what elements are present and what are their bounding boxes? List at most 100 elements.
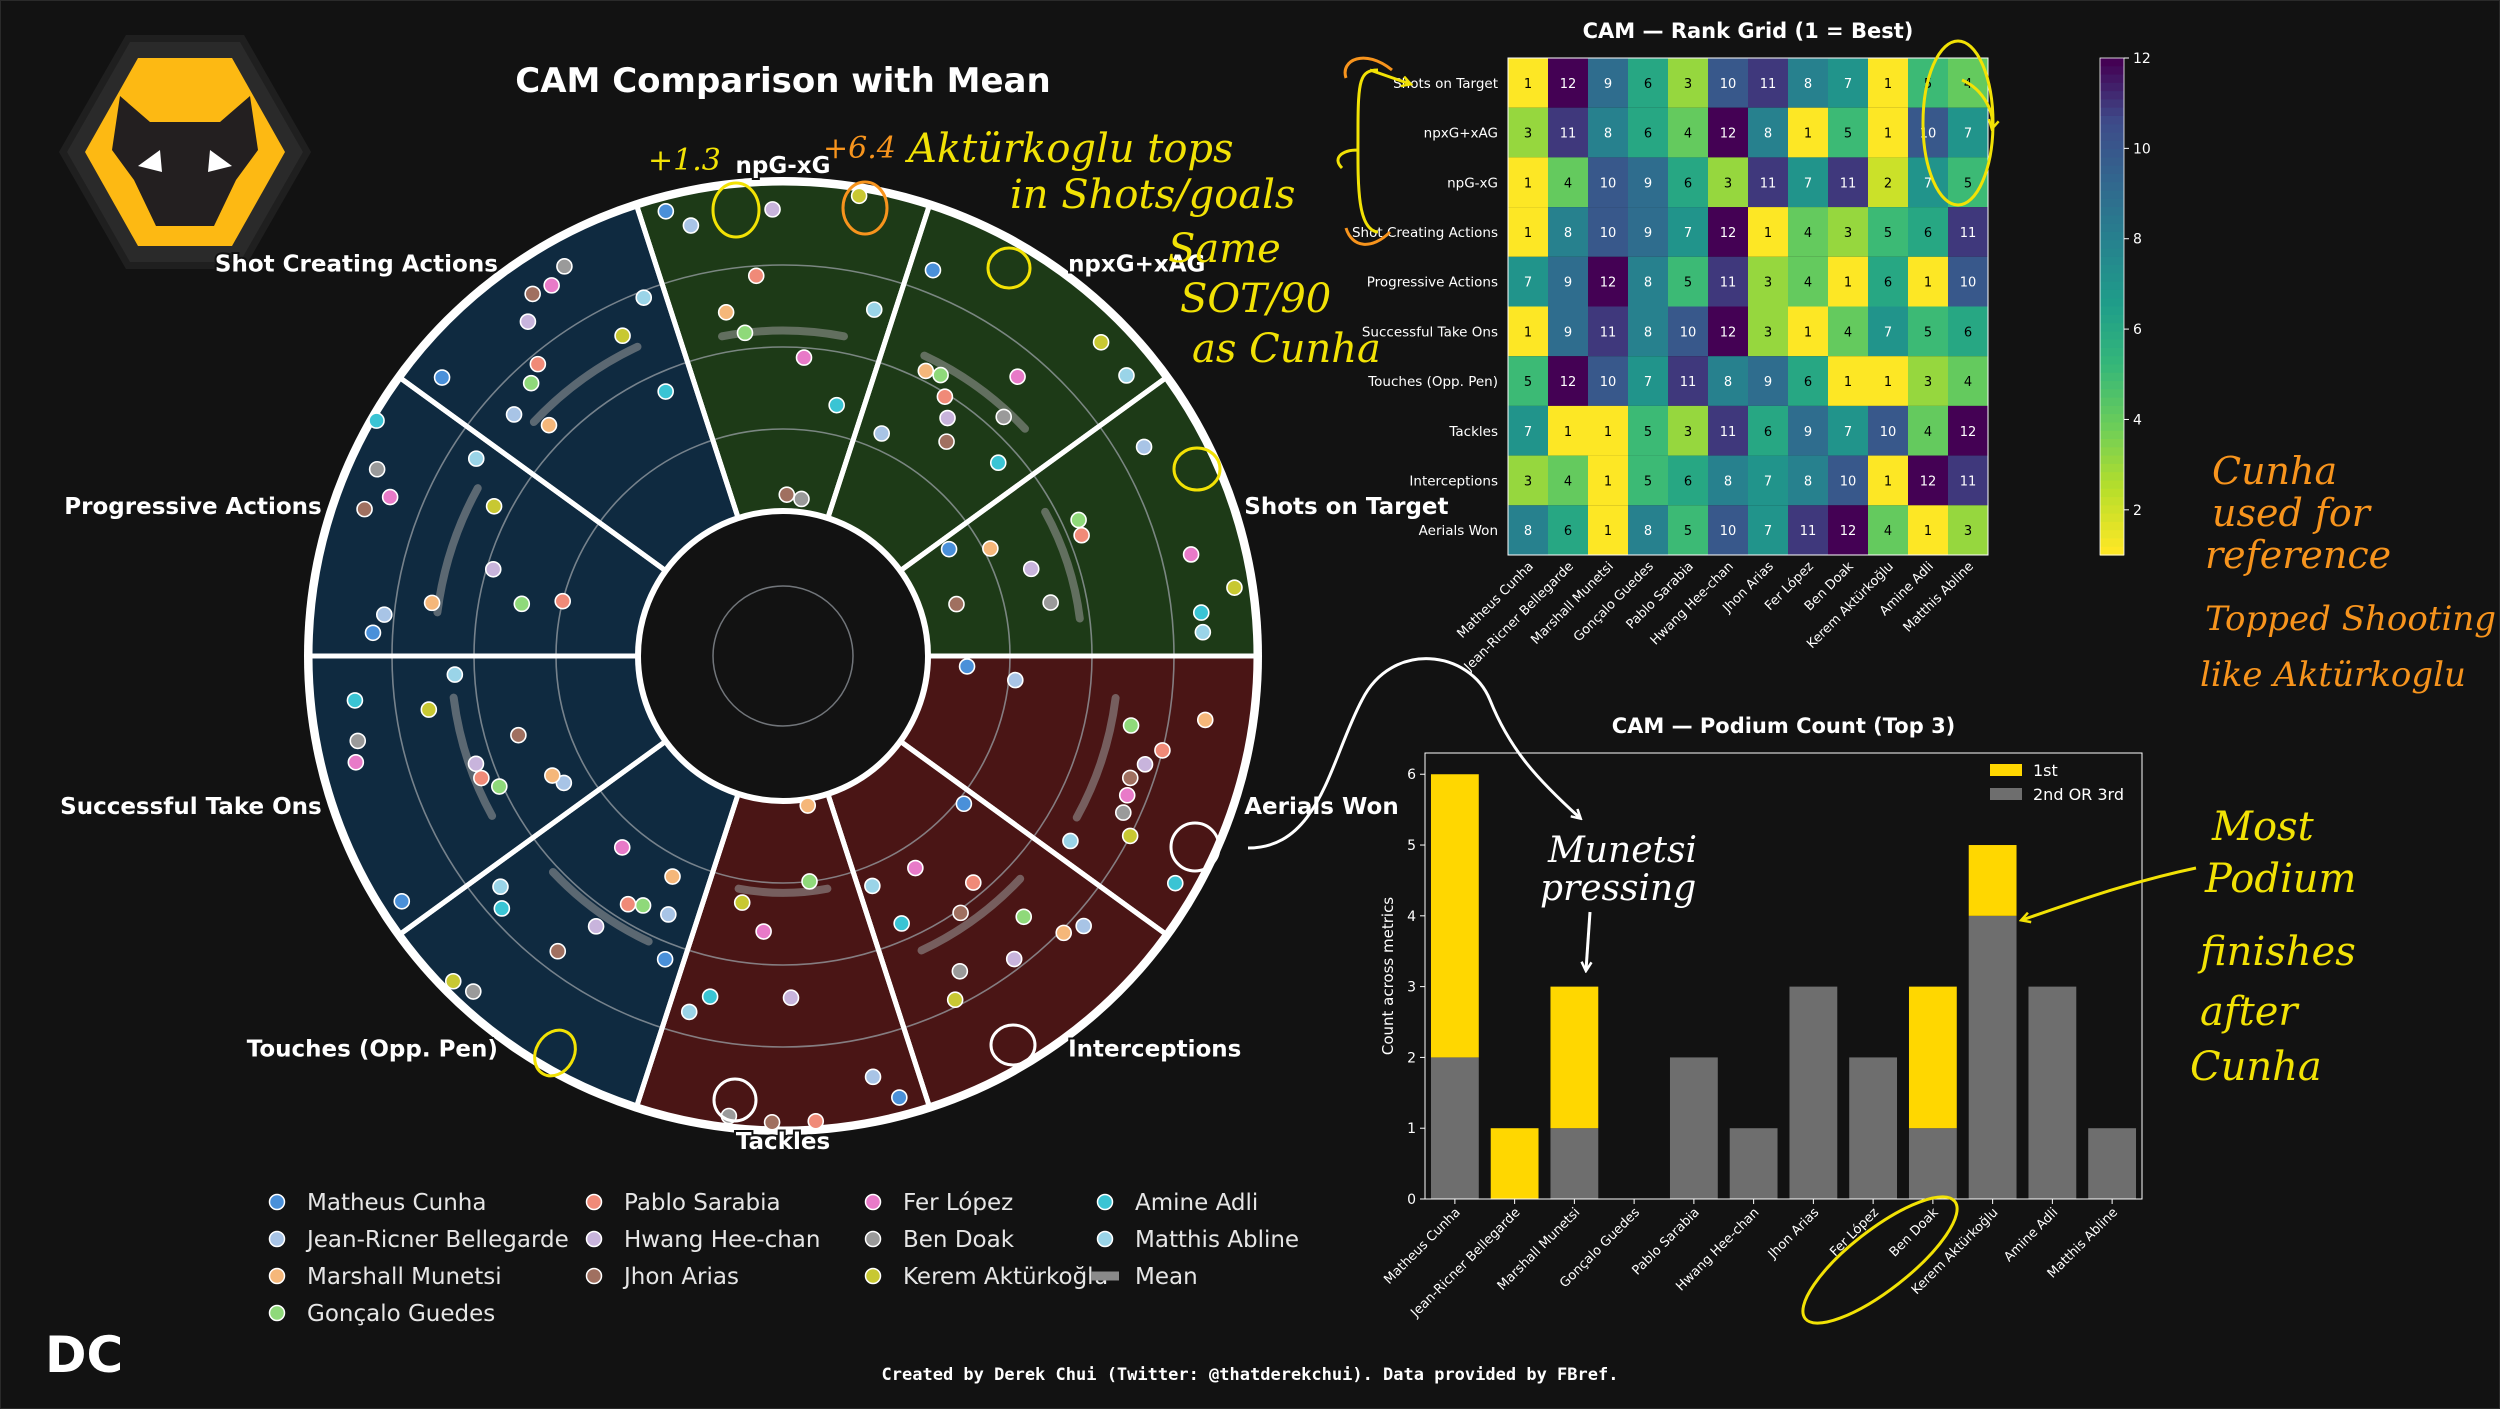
colorbar-segment — [2100, 430, 2124, 440]
cell-progressive-actions-fer-lopez — [1788, 256, 1828, 307]
bar-title: CAM — Podium Count (Top 3) — [1612, 714, 1956, 738]
point-jean-ricner-bellegarde-progressive-actions — [376, 606, 393, 623]
point-amine-adli-successful-take-ons — [346, 692, 364, 709]
bar-jhon-arias-other — [1789, 986, 1838, 1199]
annot-munetsi-2: pressing — [1540, 868, 1696, 909]
point-fer-lopez-interceptions — [907, 859, 924, 877]
cell-label: 1 — [1924, 524, 1932, 539]
point-pablo-sarabia-touches-opp-pen — [619, 895, 637, 913]
point-marshall-munetsi-shot-creating-actions — [540, 416, 558, 434]
point-jhon-arias-tackles — [763, 1114, 781, 1131]
point-matthis-abline-shot-creating-actions — [635, 289, 653, 306]
annot-cunha-1: Cunha — [2212, 449, 2337, 493]
podium-bar-chart: CAM — Podium Count (Top 3)Matheus CunhaJ… — [1379, 714, 2143, 1321]
legend-label-pablo-sarabia: Pablo Sarabia — [624, 1190, 781, 1216]
row-label-progressive-actions: Progressive Actions — [1367, 275, 1498, 291]
cell-interceptions-amine-adli — [1908, 455, 1948, 506]
cell-successful-take-ons-pablo-sarabia — [1668, 306, 1708, 357]
point-amine-adli-aerials-won — [1166, 874, 1184, 892]
mean-arc-successful-take-ons — [449, 693, 497, 820]
cell-label: 10 — [1880, 425, 1897, 440]
point-amine-adli-touches-opp-pen — [493, 900, 511, 917]
point-amine-adli-shot-creating-actions — [657, 383, 674, 400]
arrow-heatmap — [1961, 78, 1993, 128]
legend-marker-jhon-arias — [585, 1267, 603, 1285]
bracket-rows — [1336, 68, 1379, 234]
label-progressive-actions: Progressive Actions — [64, 494, 321, 520]
cell-label: 8 — [1604, 127, 1612, 142]
x-label-amine-adli: Amine Adli — [2001, 1205, 2061, 1265]
bar-ben-doak-first — [1908, 986, 1957, 1129]
point-matthis-abline-shots-on-target — [1194, 623, 1212, 641]
point-matheus-cunha-touches-opp-pen — [656, 950, 674, 968]
cell-npg-xg-pablo-sarabia — [1668, 157, 1708, 208]
cell-successful-take-ons-hwang-hee-chan — [1708, 306, 1748, 357]
point-ben-doak-shot-creating-actions — [556, 258, 573, 275]
cell-interceptions-matthis-abline — [1948, 455, 1988, 506]
point-jean-ricner-bellegarde-touches-opp-pen — [660, 906, 677, 923]
cell-label: 8 — [1644, 325, 1652, 340]
cell-shots-on-target-ben-doak — [1828, 58, 1868, 108]
mean-arc-npg-xg — [718, 326, 848, 341]
cell-tackles-matheus-cunha — [1508, 405, 1548, 456]
cell-successful-take-ons-matthis-abline — [1948, 306, 1988, 357]
cell-label: 7 — [1644, 375, 1652, 390]
legend-label-goncalo-guedes: Gonçalo Guedes — [307, 1301, 495, 1327]
annot-cunha-3: reference — [2205, 533, 2391, 577]
cell-aerials-won-matthis-abline — [1948, 505, 1988, 555]
point-jean-ricner-bellegarde-npg-xg — [682, 217, 700, 234]
cell-npxg-xag-matheus-cunha — [1508, 107, 1548, 158]
cell-label: 6 — [1684, 176, 1692, 191]
colorbar-segment — [2100, 488, 2124, 498]
cell-label: 12 — [1560, 375, 1577, 390]
cell-shot-creating-actions-amine-adli — [1908, 207, 1948, 257]
point-jhon-arias-progressive-actions — [356, 500, 373, 518]
bar-legend-label-2nd-or-3rd: 2nd OR 3rd — [2033, 785, 2124, 804]
cell-touches-opp-pen-goncalo-guedes — [1628, 356, 1668, 406]
cell-interceptions-pablo-sarabia — [1668, 455, 1708, 506]
point-amine-adli-shots-on-target — [1192, 604, 1210, 621]
cell-label: 9 — [1644, 176, 1652, 191]
colorbar-segment — [2100, 513, 2124, 523]
cell-label: 4 — [1684, 127, 1692, 142]
point-pablo-sarabia-tackles — [807, 1112, 825, 1130]
bar-ben-doak-other — [1908, 1128, 1957, 1199]
point-amine-adli-tackles — [701, 988, 719, 1005]
cell-label: 5 — [1964, 176, 1972, 191]
point-goncalo-guedes-tackles — [801, 873, 818, 890]
cell-aerials-won-goncalo-guedes — [1628, 505, 1668, 555]
legend-label-amine-adli: Amine Adli — [1135, 1190, 1258, 1216]
cell-label: 1 — [1524, 77, 1532, 92]
ring-tackles — [712, 1077, 758, 1123]
cell-label: 4 — [1924, 425, 1932, 440]
colorbar-segment — [2100, 331, 2124, 341]
bar-pablo-sarabia-other — [1669, 1057, 1718, 1199]
cell-label: 3 — [1764, 325, 1772, 340]
colorbar-segment — [2100, 472, 2124, 482]
cell-shot-creating-actions-matheus-cunha — [1508, 207, 1548, 257]
bar-marshall-munetsi-other — [1550, 1128, 1599, 1199]
colorbar-segment — [2100, 273, 2124, 283]
cell-tackles-pablo-sarabia — [1668, 405, 1708, 456]
point-matthis-abline-touches-opp-pen — [492, 878, 509, 896]
colorbar-segment — [2100, 132, 2124, 142]
cell-successful-take-ons-matheus-cunha — [1508, 306, 1548, 357]
colorbar-border — [2099, 57, 2125, 556]
point-goncalo-guedes-interceptions — [1015, 908, 1033, 926]
point-hwang-hee-chan-npg-xg — [764, 201, 781, 218]
y-tick-label: 0 — [1407, 1192, 1416, 1208]
point-kerem-akturkoglu-shot-creating-actions — [614, 327, 631, 345]
cell-tackles-matthis-abline — [1948, 405, 1988, 456]
legend-marker-hwang-hee-chan — [585, 1230, 603, 1248]
legend-marker-jean-ricner-bellegarde — [268, 1230, 286, 1248]
cell-label: 8 — [1804, 474, 1812, 489]
cell-touches-opp-pen-hwang-hee-chan — [1708, 356, 1748, 406]
point-amine-adli-npg-xg — [828, 396, 845, 414]
cell-successful-take-ons-goncalo-guedes — [1628, 306, 1668, 357]
label-successful-take-ons: Successful Take Ons — [60, 794, 322, 820]
cell-touches-opp-pen-marshall-munetsi — [1588, 356, 1628, 406]
cell-touches-opp-pen-kerem-akturkoglu — [1868, 356, 1908, 406]
point-kerem-akturkoglu-progressive-actions — [485, 497, 503, 515]
legend-marker-kerem-akturkoglu — [864, 1267, 882, 1285]
label-shots-on-target: Shots on Target — [1244, 494, 1448, 520]
